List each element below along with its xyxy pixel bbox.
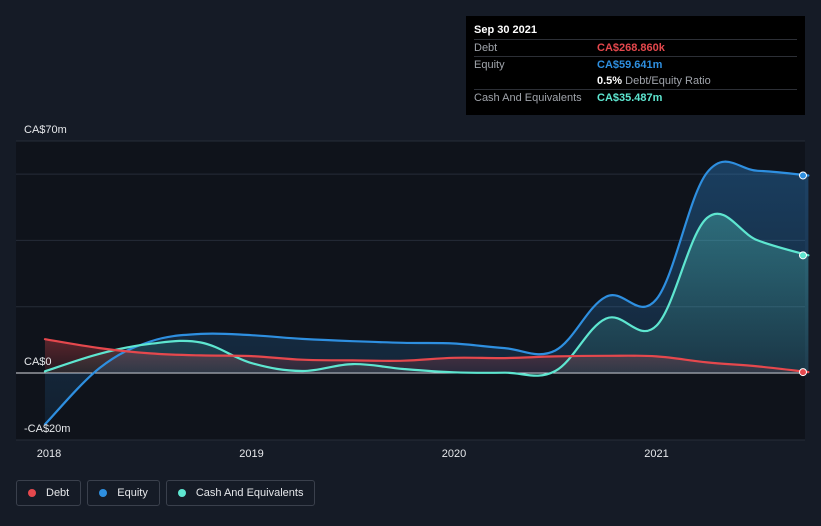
legend-dot-cash — [177, 489, 186, 497]
legend-dot-debt — [28, 489, 36, 497]
tooltip-equity-label: Equity — [474, 59, 505, 71]
legend-label-equity: Equity — [117, 487, 148, 499]
tooltip-ratio-value: 0.5% — [597, 75, 623, 87]
line-equity — [43, 160, 810, 426]
line-debt — [43, 338, 810, 374]
y-tick-label: -CA$20m — [24, 423, 70, 435]
legend-item-cash[interactable]: Cash And Equivalents — [165, 480, 316, 506]
series-endpoints — [799, 171, 807, 377]
series-areas — [44, 161, 809, 425]
point-cash-and-equivalents-latest[interactable] — [799, 251, 807, 260]
chart-legend: Debt Equity Cash And Equivalents — [16, 480, 316, 506]
legend-item-equity[interactable]: Equity — [87, 480, 160, 506]
data-tooltip: Sep 30 2021 Debt CA$268.860k Equity CA$5… — [466, 16, 805, 115]
tooltip-debt-label: Debt — [474, 42, 498, 54]
area-debt — [44, 339, 809, 373]
tooltip-date: Sep 30 2021 — [474, 24, 537, 36]
tooltip-cash-value: CA$35.487m — [597, 92, 663, 104]
legend-label-cash: Cash And Equivalents — [195, 487, 304, 499]
area-cash-and-equivalents — [44, 213, 809, 376]
series-lines — [43, 160, 810, 426]
x-axis-labels: 2018 2019 2020 2021 — [37, 448, 669, 460]
legend-dot-equity — [99, 489, 108, 497]
y-tick-label: CA$70m — [24, 124, 67, 136]
tooltip-debt-value: CA$268.860k — [597, 42, 665, 54]
y-tick-label: CA$0 — [24, 356, 52, 368]
legend-item-debt[interactable]: Debt — [16, 480, 82, 506]
tooltip-equity-value: CA$59.641m — [597, 59, 663, 71]
line-cash-and-equivalents — [43, 212, 810, 377]
y-axis-labels: CA$70m CA$0 -CA$20m — [24, 124, 70, 435]
x-tick-label: 2019 — [239, 448, 263, 460]
tooltip-cash-label: Cash And Equivalents — [474, 92, 582, 104]
tooltip-ratio: 0.5% Debt/Equity Ratio — [597, 73, 711, 89]
x-tick-label: 2021 — [644, 448, 668, 460]
x-tick-label: 2020 — [442, 448, 466, 460]
tooltip-ratio-label: Debt/Equity Ratio — [625, 75, 711, 87]
point-debt-latest[interactable] — [799, 368, 807, 377]
legend-label-debt: Debt — [46, 487, 70, 499]
point-equity-latest[interactable] — [799, 171, 807, 180]
x-tick-label: 2018 — [37, 448, 61, 460]
